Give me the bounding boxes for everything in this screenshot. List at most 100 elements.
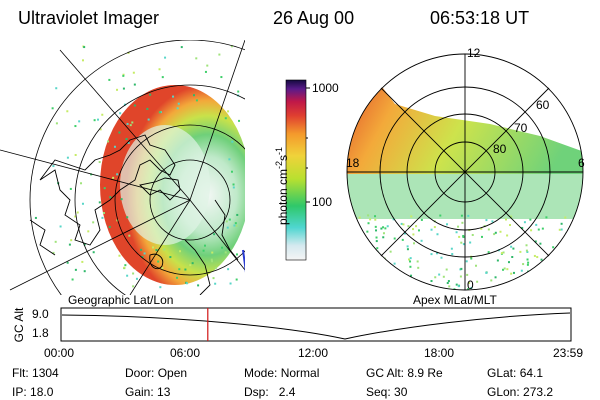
speckle-dot bbox=[103, 187, 106, 190]
unit-sup-s: -1 bbox=[274, 146, 284, 155]
speckle-dot bbox=[526, 258, 529, 261]
speckle-dot bbox=[528, 286, 531, 289]
coastlines bbox=[29, 134, 239, 295]
edge-mark bbox=[242, 249, 245, 281]
speckle-dot bbox=[231, 140, 234, 143]
speckle-dot bbox=[537, 228, 540, 231]
speckle-dot bbox=[233, 224, 236, 227]
speckle-dot bbox=[525, 249, 528, 252]
speckle-dot bbox=[353, 273, 356, 276]
timeline-ytick-1-8: 1.8 bbox=[32, 326, 49, 340]
speckle-dot bbox=[436, 252, 439, 255]
speckle-dot bbox=[146, 107, 149, 110]
speckle-dot bbox=[80, 182, 83, 185]
speckle-dot bbox=[163, 248, 166, 251]
speckle-dot bbox=[406, 248, 409, 251]
speckle-dot bbox=[164, 56, 167, 59]
speckle-dot bbox=[127, 51, 130, 54]
speckle-dot bbox=[386, 225, 389, 228]
speckle-dot bbox=[226, 226, 229, 229]
speckle-dot bbox=[51, 107, 54, 110]
speckle-dot bbox=[118, 254, 121, 257]
speckle-dot bbox=[225, 220, 228, 223]
speckle-dot bbox=[234, 222, 237, 225]
speckle-dot bbox=[83, 243, 86, 246]
speckle-dot bbox=[122, 74, 125, 77]
speckle-dot bbox=[354, 233, 357, 236]
speckle-dot bbox=[236, 213, 239, 216]
speckle-dot bbox=[351, 245, 354, 248]
timeline-xtick-0: 00:00 bbox=[44, 346, 75, 360]
speckle-dot bbox=[467, 288, 470, 290]
speckle-dot bbox=[451, 253, 454, 256]
speckle-dot bbox=[507, 261, 510, 264]
speckle-dot bbox=[230, 45, 233, 48]
right-map-caption: Apex MLat/MLT bbox=[413, 293, 497, 307]
speckle-dot bbox=[102, 212, 105, 215]
mlat-mlt-map bbox=[346, 53, 584, 291]
speckle-dot bbox=[564, 269, 567, 272]
mlt-label-6: 6 bbox=[578, 156, 585, 170]
unit-sup-cm: -2 bbox=[274, 160, 284, 169]
speckle-dot bbox=[172, 95, 175, 98]
speckle-dot bbox=[401, 282, 404, 285]
speckle-dot bbox=[143, 252, 146, 255]
info-dsp: Dsp: 2.4 bbox=[244, 385, 296, 399]
speckle-dot bbox=[155, 249, 158, 252]
speckle-dot bbox=[132, 71, 135, 74]
speckle-dot bbox=[522, 263, 525, 266]
speckle-dot bbox=[412, 233, 415, 236]
speckle-dot bbox=[204, 70, 207, 73]
speckle-dot bbox=[122, 87, 125, 90]
speckle-dot bbox=[530, 229, 533, 232]
speckle-dot bbox=[176, 276, 179, 279]
speckle-dot bbox=[460, 241, 463, 244]
speckle-dot bbox=[523, 221, 526, 224]
speckle-dot bbox=[161, 267, 164, 270]
geographic-map bbox=[0, 40, 245, 295]
speckle-dot bbox=[576, 262, 579, 265]
speckle-dot bbox=[235, 278, 238, 281]
speckle-dot bbox=[235, 253, 238, 256]
speckle-dot bbox=[560, 222, 563, 225]
time-label: 06:53:18 UT bbox=[430, 8, 530, 28]
speckle-dot bbox=[224, 117, 227, 120]
unit-s: s bbox=[276, 154, 290, 161]
speckle-dot bbox=[197, 284, 200, 287]
speckle-dot bbox=[366, 230, 369, 233]
speckle-dot bbox=[224, 251, 227, 254]
speckle-dot bbox=[476, 280, 479, 283]
speckle-dot bbox=[540, 258, 543, 261]
speckle-dot bbox=[68, 243, 71, 246]
speckle-dot bbox=[407, 225, 410, 228]
speckle-dot bbox=[361, 280, 364, 283]
speckle-dot bbox=[500, 252, 503, 255]
speckle-dot bbox=[536, 256, 539, 259]
speckle-dot bbox=[455, 283, 458, 286]
speckle-dot bbox=[81, 260, 84, 263]
info-glat: GLat: 64.1 bbox=[487, 366, 544, 380]
speckle-dot bbox=[402, 223, 405, 226]
speckle-dot bbox=[126, 274, 129, 277]
speckle-dot bbox=[59, 225, 62, 228]
speckle-dot bbox=[430, 280, 433, 283]
speckle-dot bbox=[547, 274, 550, 277]
speckle-dot bbox=[558, 254, 561, 257]
speckle-dot bbox=[211, 260, 214, 263]
speckle-dot bbox=[491, 220, 494, 223]
speckle-dot bbox=[512, 271, 515, 274]
speckle-dot bbox=[210, 258, 213, 261]
speckle-dot bbox=[118, 131, 121, 134]
speckle-dot bbox=[355, 276, 358, 279]
speckle-dot bbox=[572, 225, 575, 228]
speckle-dot bbox=[412, 228, 415, 231]
speckle-dot bbox=[375, 266, 378, 269]
instrument-title: Ultraviolet Imager bbox=[18, 8, 160, 28]
speckle-dot bbox=[499, 230, 502, 233]
speckle-dot bbox=[504, 218, 507, 221]
speckle-dot bbox=[116, 219, 119, 222]
speckle-dot bbox=[132, 272, 135, 275]
colorbar-tick-100: 100 bbox=[312, 195, 333, 209]
speckle-dot bbox=[356, 259, 359, 262]
speckle-dot bbox=[375, 229, 378, 232]
